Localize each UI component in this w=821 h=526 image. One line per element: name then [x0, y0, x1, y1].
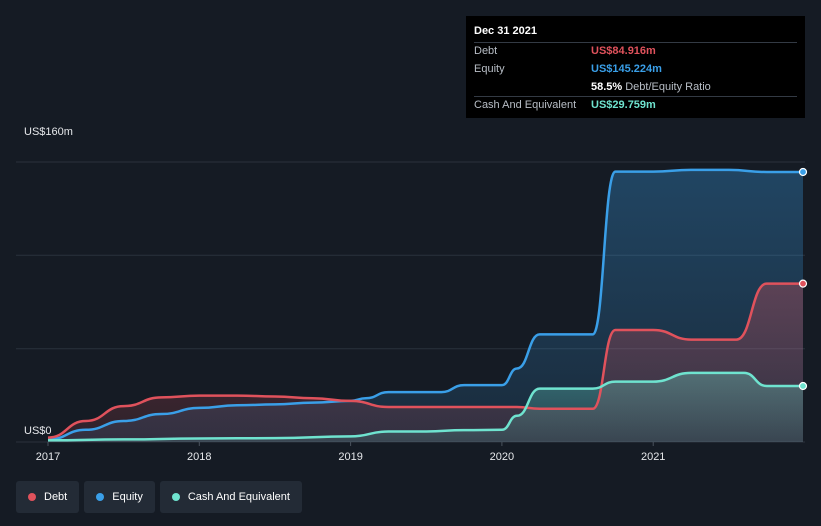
tooltip-value: US$84.916m [591, 45, 656, 57]
tooltip-label [474, 79, 591, 96]
legend-item-debt[interactable]: Debt [16, 481, 80, 513]
legend-item-equity[interactable]: Equity [84, 481, 155, 513]
end-point-equity [798, 167, 808, 177]
end-point-cash-and-equivalent [798, 381, 808, 391]
series-areas [48, 169, 803, 442]
line-equity [47, 168, 803, 441]
tooltip-label: Cash And Equivalent [474, 99, 577, 111]
tooltip-row-debt: Debt US$84.916m [474, 42, 797, 60]
x-tick-label: 2021 [641, 451, 665, 463]
x-tick-label: 2018 [187, 451, 211, 463]
tooltip-value: US$29.759m [591, 99, 656, 111]
axis-labels: US$160m US$0 2017 2018 2019 2020 2021 [24, 126, 665, 463]
legend-dot-icon [28, 493, 36, 501]
line-debt [47, 282, 803, 439]
legend-dot-icon [171, 493, 180, 501]
tooltip-row-ratio: 58.5% Debt/Equity Ratio [474, 78, 797, 96]
x-tick-label: 2017 [36, 451, 60, 463]
tooltip-date: Dec 31 2021 [474, 25, 537, 37]
x-tick-label: 2019 [338, 451, 362, 463]
legend-label: Equity [112, 491, 143, 503]
tooltip-row-cash: Cash And Equivalent US$29.759m [474, 96, 797, 114]
tooltip-panel: Dec 31 2021 Debt US$84.916m Equity US$14… [466, 16, 805, 118]
legend-label: Cash And Equivalent [187, 491, 290, 503]
x-tick-label: 2020 [490, 451, 514, 463]
tooltip-label: Equity [474, 63, 505, 75]
tooltip-ratio-caption: Debt/Equity Ratio [625, 81, 711, 93]
series-end-markers [798, 167, 808, 391]
tooltip-label: Debt [474, 45, 498, 57]
line-cash-and-equivalent [47, 371, 803, 442]
legend-label: Debt [44, 491, 68, 503]
legend-item-cash-and-equivalent[interactable]: Cash And Equivalent [159, 481, 302, 513]
legend: Debt Equity Cash And Equivalent [16, 481, 302, 513]
y-tick-label: US$0 [24, 425, 52, 437]
tooltip-value: US$145.224m [591, 63, 662, 75]
area-cash-and-equivalent [48, 372, 803, 442]
debt-equity-chart: US$160m US$0 2017 2018 2019 2020 2021 [16, 126, 808, 463]
y-tick-label: US$160m [24, 126, 73, 138]
end-point-debt [798, 279, 808, 288]
tooltip-row-equity: Equity US$145.224m [474, 60, 797, 78]
legend-dot-icon [96, 493, 105, 501]
tooltip-value: 58.5% [591, 81, 623, 93]
series-lines [47, 168, 803, 442]
